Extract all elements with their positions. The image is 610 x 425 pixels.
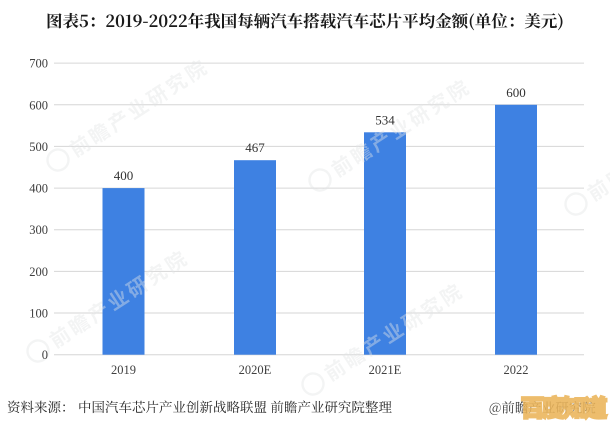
svg-text:500: 500: [29, 140, 48, 154]
svg-text:0: 0: [42, 348, 48, 362]
svg-text:100: 100: [29, 307, 48, 321]
svg-text:2020E: 2020E: [239, 363, 272, 377]
svg-text:2022: 2022: [504, 363, 529, 377]
svg-text:400: 400: [114, 168, 134, 183]
svg-text:300: 300: [29, 223, 48, 237]
svg-text:200: 200: [29, 265, 48, 279]
svg-text:467: 467: [245, 140, 265, 155]
svg-text:600: 600: [29, 98, 48, 112]
svg-text:2019: 2019: [111, 363, 136, 377]
svg-text:534: 534: [375, 112, 395, 127]
svg-text:700: 700: [29, 57, 48, 71]
svg-text:2021E: 2021E: [369, 363, 402, 377]
svg-text:400: 400: [29, 182, 48, 196]
svg-text:600: 600: [506, 85, 526, 100]
